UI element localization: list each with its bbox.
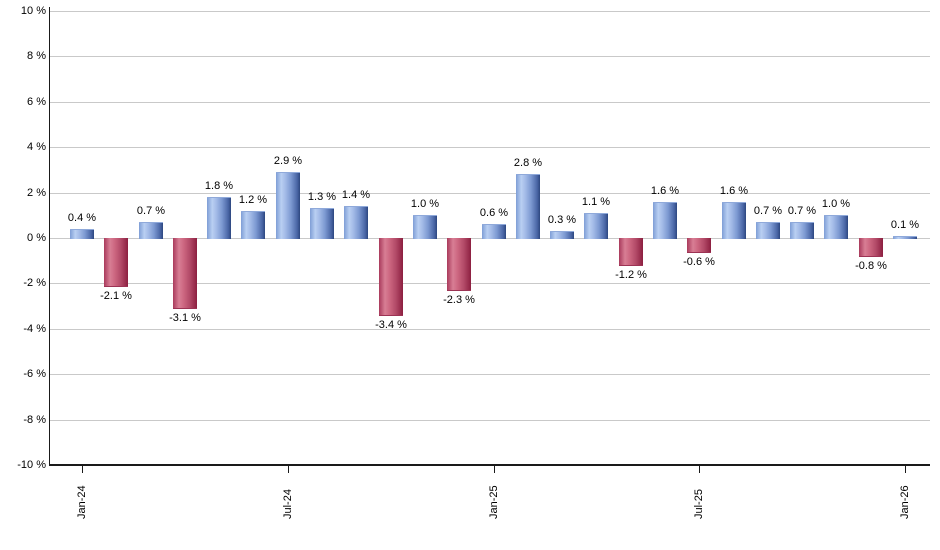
bar-value-label: 2.9 % — [273, 155, 303, 167]
x-axis-tick — [82, 465, 83, 473]
y-gridline — [50, 147, 930, 148]
y-axis-tick-label: -6 % — [23, 368, 46, 380]
y-gridline — [50, 56, 930, 57]
bar-value-label: 1.0 % — [821, 198, 851, 210]
y-axis-tick-label: 8 % — [27, 50, 46, 62]
y-axis-tick-label: 6 % — [27, 96, 46, 108]
bar-value-label: 0.3 % — [547, 214, 577, 226]
bar — [516, 174, 540, 239]
bar — [893, 236, 917, 239]
bar — [207, 197, 231, 239]
bar — [173, 238, 197, 309]
bar-value-label: -3.1 % — [169, 312, 201, 324]
x-axis-tick — [699, 465, 700, 473]
y-gridline — [50, 329, 930, 330]
bar — [687, 238, 711, 253]
x-axis-tick — [494, 465, 495, 473]
bar-value-label: 0.4 % — [67, 212, 97, 224]
bar-value-label: 1.4 % — [341, 189, 371, 201]
bar — [310, 208, 334, 239]
bar — [139, 222, 163, 239]
bar — [790, 222, 814, 239]
bar — [619, 238, 643, 266]
bar-value-label: -2.3 % — [443, 294, 475, 306]
bar — [653, 202, 677, 239]
y-axis-tick-label: 2 % — [27, 187, 46, 199]
bar — [379, 238, 403, 316]
y-axis-tick-label: 4 % — [27, 141, 46, 153]
y-axis-tick-label: -2 % — [23, 277, 46, 289]
bar — [859, 238, 883, 257]
bar-value-label: -1.2 % — [615, 269, 647, 281]
bar-value-label: 0.6 % — [479, 207, 509, 219]
bar-value-label: 1.2 % — [238, 194, 268, 206]
y-axis-tick-label: -10 % — [17, 459, 46, 471]
x-axis-tick-label: Jan-26 — [899, 485, 911, 519]
bar — [447, 238, 471, 291]
y-gridline — [50, 374, 930, 375]
bar — [824, 215, 848, 239]
y-gridline — [50, 193, 930, 194]
x-axis-tick — [905, 465, 906, 473]
bar — [344, 206, 368, 239]
bar-value-label: 1.6 % — [719, 185, 749, 197]
x-axis-tick-label: Jan-25 — [488, 485, 500, 519]
y-gridline — [50, 283, 930, 284]
bar-value-label: -0.8 % — [855, 260, 887, 272]
bar-value-label: 2.8 % — [513, 157, 543, 169]
bar-value-label: 0.1 % — [890, 219, 920, 231]
y-gridline — [50, 11, 930, 12]
bar — [413, 215, 437, 239]
bar-value-label: -2.1 % — [100, 290, 132, 302]
bar — [70, 229, 94, 239]
y-axis-tick-label: -8 % — [23, 414, 46, 426]
bar — [550, 231, 574, 239]
bar-value-label: 1.1 % — [581, 196, 611, 208]
bar-value-label: -3.4 % — [375, 319, 407, 331]
y-axis-tick-label: -4 % — [23, 323, 46, 335]
x-axis-tick-label: Jul-25 — [693, 489, 705, 519]
bar-value-label: 1.0 % — [410, 198, 440, 210]
x-axis-tick — [288, 465, 289, 473]
bar-value-label: 0.7 % — [753, 205, 783, 217]
bar-value-label: 0.7 % — [787, 205, 817, 217]
y-axis-tick-label: 0 % — [27, 232, 46, 244]
y-gridline — [50, 102, 930, 103]
y-axis-tick-label: 10 % — [20, 5, 46, 17]
x-axis-line — [49, 464, 930, 466]
bar — [276, 172, 300, 239]
bar-value-label: 1.8 % — [204, 180, 234, 192]
bar — [584, 213, 608, 239]
bar — [482, 224, 506, 239]
bar-value-label: -0.6 % — [683, 256, 715, 268]
bar — [722, 202, 746, 239]
y-axis-line — [49, 7, 50, 465]
bar — [241, 211, 265, 239]
x-axis-tick-label: Jan-24 — [76, 485, 88, 519]
bar-value-label: 1.3 % — [307, 191, 337, 203]
bar-value-label: 1.6 % — [650, 185, 680, 197]
bar-value-label: 0.7 % — [136, 205, 166, 217]
x-axis-tick-label: Jul-24 — [282, 489, 294, 519]
bar — [756, 222, 780, 239]
bar — [104, 238, 128, 287]
y-gridline — [50, 420, 930, 421]
